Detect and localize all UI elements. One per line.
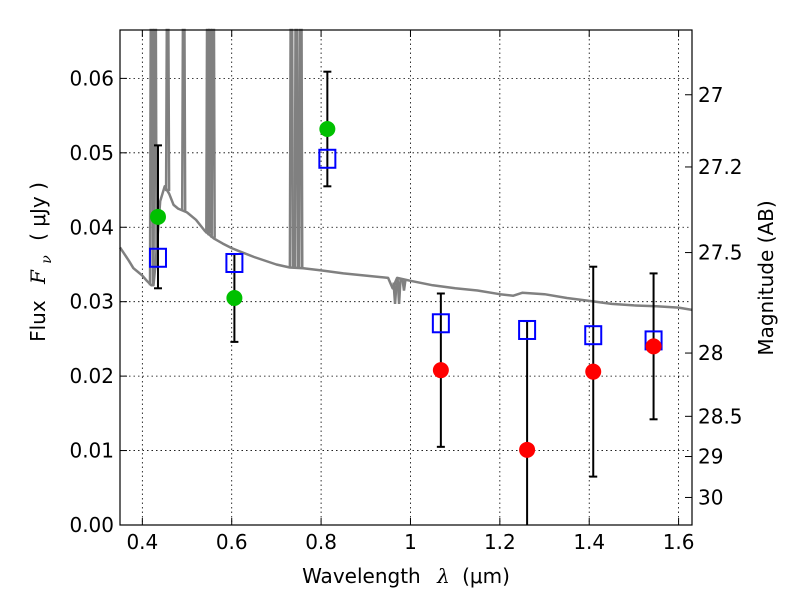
y2-axis-title: Magnitude (AB) [754,200,778,355]
model-square-marker [148,247,167,268]
y-axis-title: Flux F ν ( μJy ) [26,182,56,342]
red-data-point [645,338,662,355]
y-tick-label: 0.03 [69,290,114,314]
plot-border [119,29,693,526]
y-tick-label: 0.05 [69,141,114,165]
x-tick-label: 0.6 [216,530,248,554]
y2-tick-label: 30 [698,485,723,509]
green-data-point [149,208,166,225]
y2-tick-label: 27.2 [698,155,743,179]
green-data-point [319,121,336,137]
red-data-point [519,441,536,458]
x-tick-label: 0.4 [126,530,158,554]
y-axis-label: Flux [26,300,50,342]
y-tick-label: 0.04 [69,215,114,239]
y-axis-unit: ( μJy ) [26,182,50,241]
red-data-point [585,363,602,380]
green-data-point [226,289,243,306]
y-tick-label: 0.06 [69,66,114,90]
data-markers [148,121,663,458]
x-axis-title: Wavelength λ (μm) [302,564,510,588]
absorption-line [396,278,402,304]
red-data-point [432,362,449,379]
y-axis-symbol: F [26,269,50,285]
ticks: 0.4 0.6 0.8 1 1.2 1.4 1.6 0.00 0.01 0.02 0.03 0.04 0… [69,30,743,554]
spectrum-line [118,185,693,312]
model-square-marker [584,325,603,346]
y-tick-label: 0.02 [69,364,114,388]
x-axis-symbol: λ [436,564,450,588]
x-axis-unit: (μm) [462,564,510,588]
model-square-marker [431,313,450,334]
y2-tick-label: 29 [698,445,723,469]
y-axis-subscript: ν [39,255,55,264]
x-tick-label: 1 [404,530,417,554]
y-tick-label: 0.00 [69,513,114,537]
model-square-marker [318,148,337,169]
y-tick-label: 0.01 [69,439,114,463]
model-square-marker [225,252,244,273]
x-tick-label: 1.2 [484,530,516,554]
x-axis-label: Wavelength [302,564,421,588]
x-tick-label: 1.6 [663,530,695,554]
y2-tick-label: 28 [698,341,723,365]
x-tick-label: 0.8 [305,530,337,554]
y2-tick-label: 27.5 [698,241,743,265]
absorption-line [401,279,407,291]
x-tick-label: 1.4 [573,530,605,554]
y2-tick-label: 27 [698,83,723,107]
y2-tick-label: 28.5 [698,404,743,428]
model-square-marker [518,319,537,340]
absorption-line [392,282,398,305]
